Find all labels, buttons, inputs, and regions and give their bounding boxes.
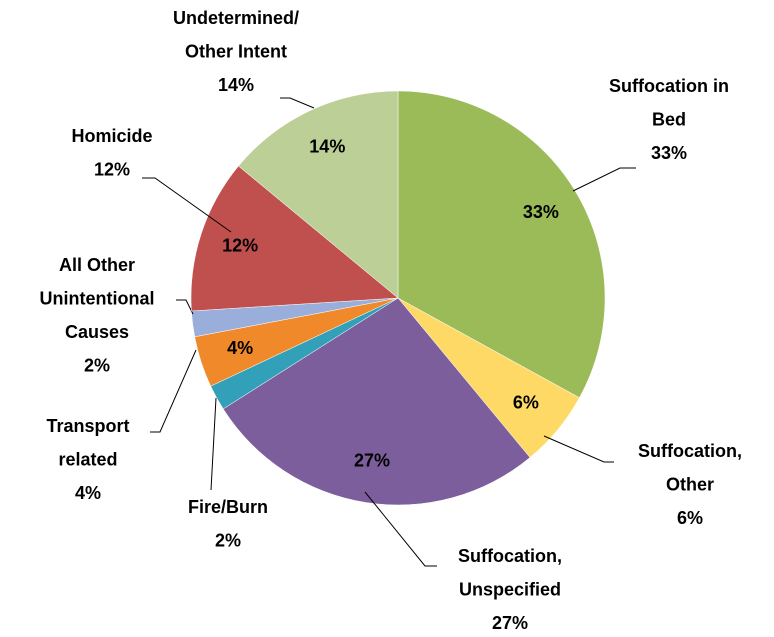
category-label: Undetermined/Other Intent [173,8,299,62]
category-value-label: 33% [651,143,687,163]
pie-slice [222,297,531,506]
leader-line [364,491,437,567]
leader-line [572,167,636,192]
pie-slice [397,90,606,399]
slice-value-label: 27% [354,451,390,471]
category-value-label: 2% [215,530,241,550]
category-value-label: 12% [94,159,130,179]
pie-slice [190,165,399,312]
leader-line [142,177,232,233]
slice-value-label: 33% [523,202,559,222]
category-label: Fire/Burn [188,497,268,517]
category-label: Transport related [46,416,129,470]
category-value-label: 2% [84,355,110,375]
category-label: Suffocation, Unspecified [458,546,562,600]
category-label: All Other Unintentional Causes [40,255,155,342]
category-value-label: 27% [492,613,528,633]
leader-line [150,349,197,433]
category-value-label: 14% [218,75,254,95]
leader-line [176,299,194,315]
slice-value-label: 14% [309,137,345,157]
pie-slice [238,90,399,299]
leader-line [210,397,217,491]
category-value-label: 4% [75,483,101,503]
slice-value-label: 6% [513,393,539,413]
slice-value-label: 12% [222,235,258,255]
slice-value-label: 4% [227,338,253,358]
leader-line [543,435,614,463]
category-label: Suffocation, Other [638,441,742,495]
category-value-label: 6% [677,508,703,528]
leader-line [280,97,315,109]
category-label: Homicide [71,126,152,146]
category-label: Suffocation in Bed [609,76,729,130]
